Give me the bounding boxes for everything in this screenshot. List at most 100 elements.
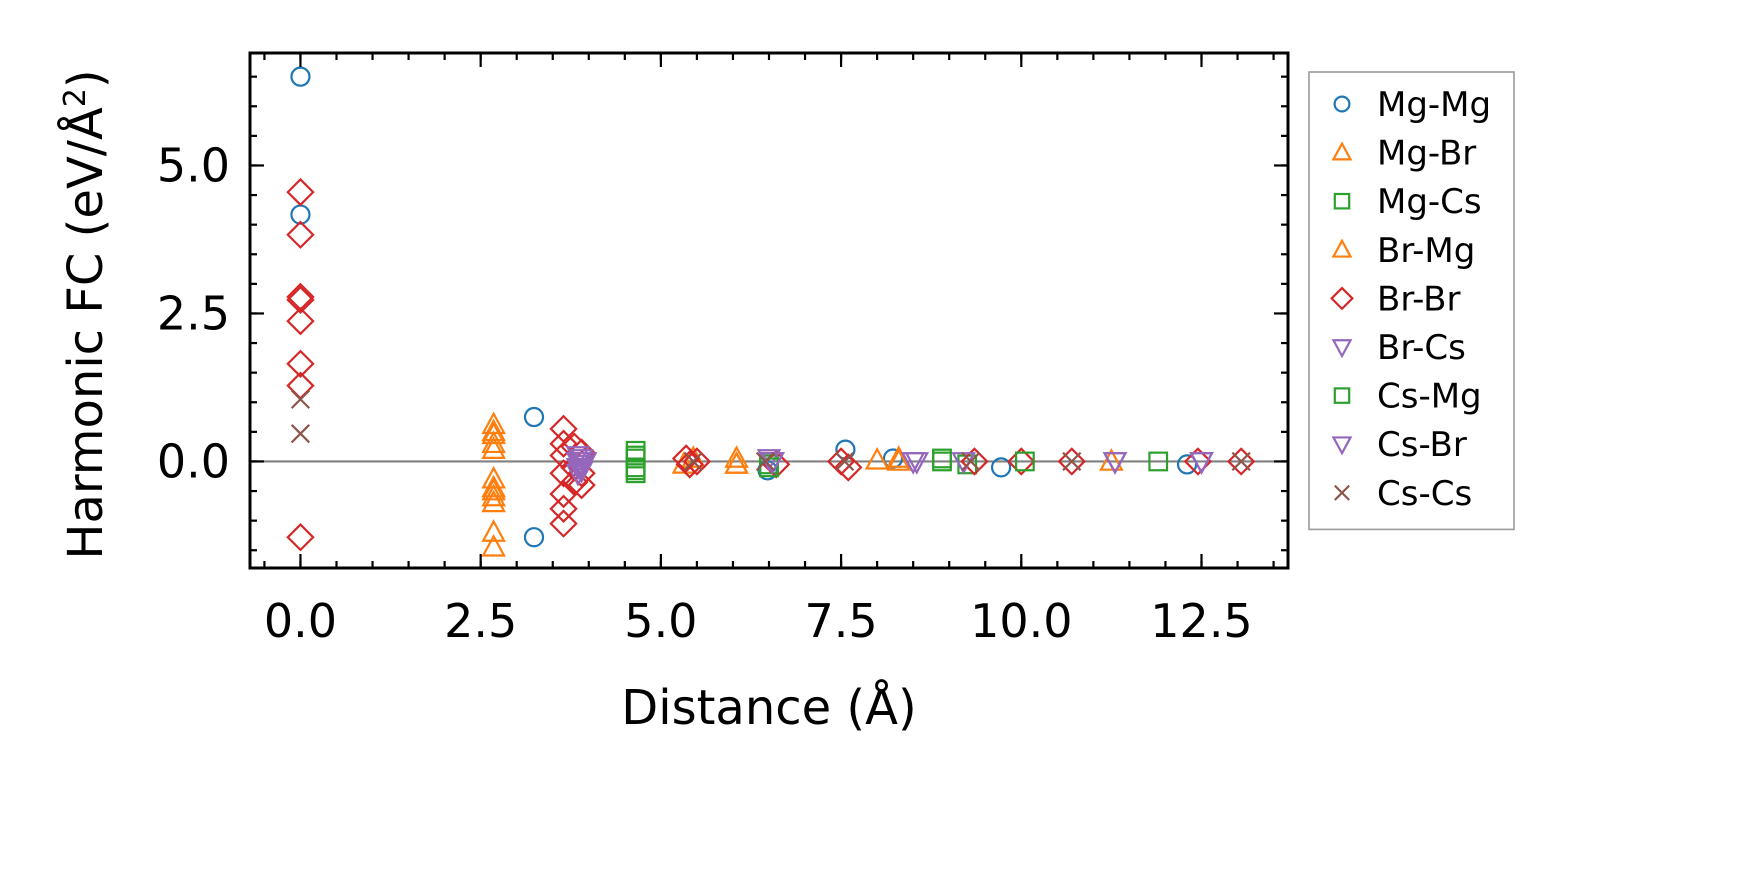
legend-marker (1331, 141, 1353, 161)
point-mg-br-11 (864, 446, 890, 470)
y-tick-label: 0.0 (157, 434, 230, 488)
point-br-br-31 (1226, 447, 1256, 476)
point-br-br-21 (671, 444, 701, 473)
point-cs-cs-2 (683, 451, 703, 472)
point-mg-mg-3 (523, 527, 545, 548)
point-mg-br-1 (481, 421, 506, 445)
y-axis-title-superscript: 2 (58, 88, 93, 107)
legend-entry-mg-cs: Mg-Cs (1333, 182, 1482, 222)
legend-label: Mg-Mg (1377, 85, 1491, 125)
point-mg-br-9 (724, 445, 749, 468)
legend-entry-br-br: Br-Br (1330, 279, 1461, 319)
legend-marker (1331, 436, 1353, 456)
legend-label: Br-Cs (1377, 328, 1466, 368)
legend-marker (1331, 339, 1353, 359)
legend-label: Cs-Br (1377, 425, 1467, 465)
legend-entry-mg-mg: Mg-Mg (1333, 85, 1491, 125)
point-br-br-9 (549, 429, 578, 458)
point-mg-cs-7 (1148, 451, 1169, 472)
y-axis-title-close: ) (58, 69, 114, 88)
point-br-br-28 (1007, 447, 1036, 476)
point-br-br-12 (549, 479, 578, 509)
y-axis-title: Harmonic FC (eV/Å2) (57, 69, 114, 559)
y-tick-label: 5.0 (157, 138, 230, 192)
point-cs-cs-7 (1231, 451, 1251, 472)
point-br-mg-7 (1099, 448, 1124, 471)
legend-entry-br-cs: Br-Cs (1331, 328, 1466, 368)
point-br-br-8 (549, 414, 578, 444)
point-br-br-1 (286, 220, 315, 249)
legend-marker (1333, 192, 1351, 210)
point-cs-cs-4 (835, 451, 855, 472)
x-tick-label: 2.5 (444, 594, 517, 648)
point-br-br-6 (286, 523, 315, 552)
legend-label: Mg-Cs (1377, 182, 1482, 222)
point-mg-br-7 (481, 533, 506, 557)
axes: 0.0 2.5 5.0 7.5 10.0 12.5 0.0 2.5 5.0 (157, 51, 1290, 648)
point-br-br-26 (834, 453, 863, 482)
point-mg-mg-2 (523, 406, 545, 428)
point-mg-mg-0 (290, 66, 311, 87)
point-br-br-0 (286, 177, 315, 207)
point-br-mg-5 (724, 451, 749, 474)
point-br-br-4 (286, 349, 315, 378)
data-points (286, 66, 1256, 557)
point-cs-br-3 (904, 452, 930, 475)
point-mg-cs-0 (625, 440, 646, 461)
point-cs-cs-0 (290, 389, 311, 409)
plot-frame (248, 51, 1290, 570)
legend-label: Br-Mg (1377, 231, 1475, 271)
point-cs-cs-1 (290, 424, 311, 444)
point-cs-mg-3 (932, 448, 952, 469)
series-cs-mg (625, 445, 1035, 481)
x-tick-label: 7.5 (805, 594, 878, 648)
point-br-br-3 (286, 306, 315, 336)
legend-entry-cs-mg: Cs-Mg (1333, 377, 1482, 417)
series-br-br (286, 177, 1256, 552)
legend: Mg-Mg Mg-Br Mg-Cs Br-Mg Br-Br Br-Cs Cs-Mg Cs-Br… (1308, 71, 1515, 531)
series-cs-cs (290, 389, 1251, 472)
legend-marker (1331, 238, 1353, 258)
point-br-br-13 (549, 494, 578, 524)
legend-marker (1334, 484, 1350, 501)
point-br-mg-3 (481, 489, 506, 513)
point-mg-br-2 (481, 430, 506, 454)
series-mg-mg (290, 66, 1198, 548)
point-br-br-22 (675, 450, 704, 479)
legend-entry-cs-br: Cs-Br (1331, 425, 1467, 465)
point-cs-cs-5 (961, 451, 981, 472)
legend-label: Cs-Cs (1377, 474, 1472, 514)
y-tick-label: 2.5 (157, 286, 230, 340)
x-tick-label: 0.0 (264, 594, 337, 648)
point-br-br-14 (549, 509, 578, 538)
point-mg-br-6 (481, 519, 506, 542)
point-mg-br-4 (481, 474, 506, 498)
point-cs-br-0 (565, 463, 591, 487)
point-cs-br-1 (569, 460, 594, 484)
x-tick-label: 5.0 (624, 594, 697, 648)
point-cs-mg-1 (625, 445, 646, 466)
legend-entry-cs-cs: Cs-Cs (1334, 474, 1472, 514)
point-cs-cs-3 (755, 451, 775, 472)
legend-marker (1330, 286, 1354, 311)
point-br-br-7 (286, 282, 315, 312)
x-tick-label: 10.0 (970, 594, 1072, 648)
point-cs-br-5 (1189, 452, 1214, 475)
point-mg-mg-7 (990, 457, 1012, 478)
point-mg-br-5 (481, 483, 506, 507)
series-cs-br (565, 452, 1214, 487)
legend-marker (1333, 95, 1351, 113)
point-br-mg-2 (481, 477, 506, 501)
legend-label: Cs-Mg (1377, 377, 1482, 417)
legend-entry-br-mg: Br-Mg (1331, 231, 1475, 271)
point-br-br-2 (286, 285, 315, 315)
y-axis-title-base: Harmonic FC (eV/Å (57, 107, 114, 560)
point-br-br-30 (1183, 447, 1213, 476)
point-mg-br-12 (886, 448, 912, 471)
legend-label: Mg-Br (1377, 134, 1476, 174)
point-br-mg-1 (481, 436, 506, 459)
x-axis-title: Distance (Å) (621, 679, 916, 736)
point-cs-cs-6 (1062, 451, 1082, 472)
point-br-br-20 (567, 470, 596, 500)
